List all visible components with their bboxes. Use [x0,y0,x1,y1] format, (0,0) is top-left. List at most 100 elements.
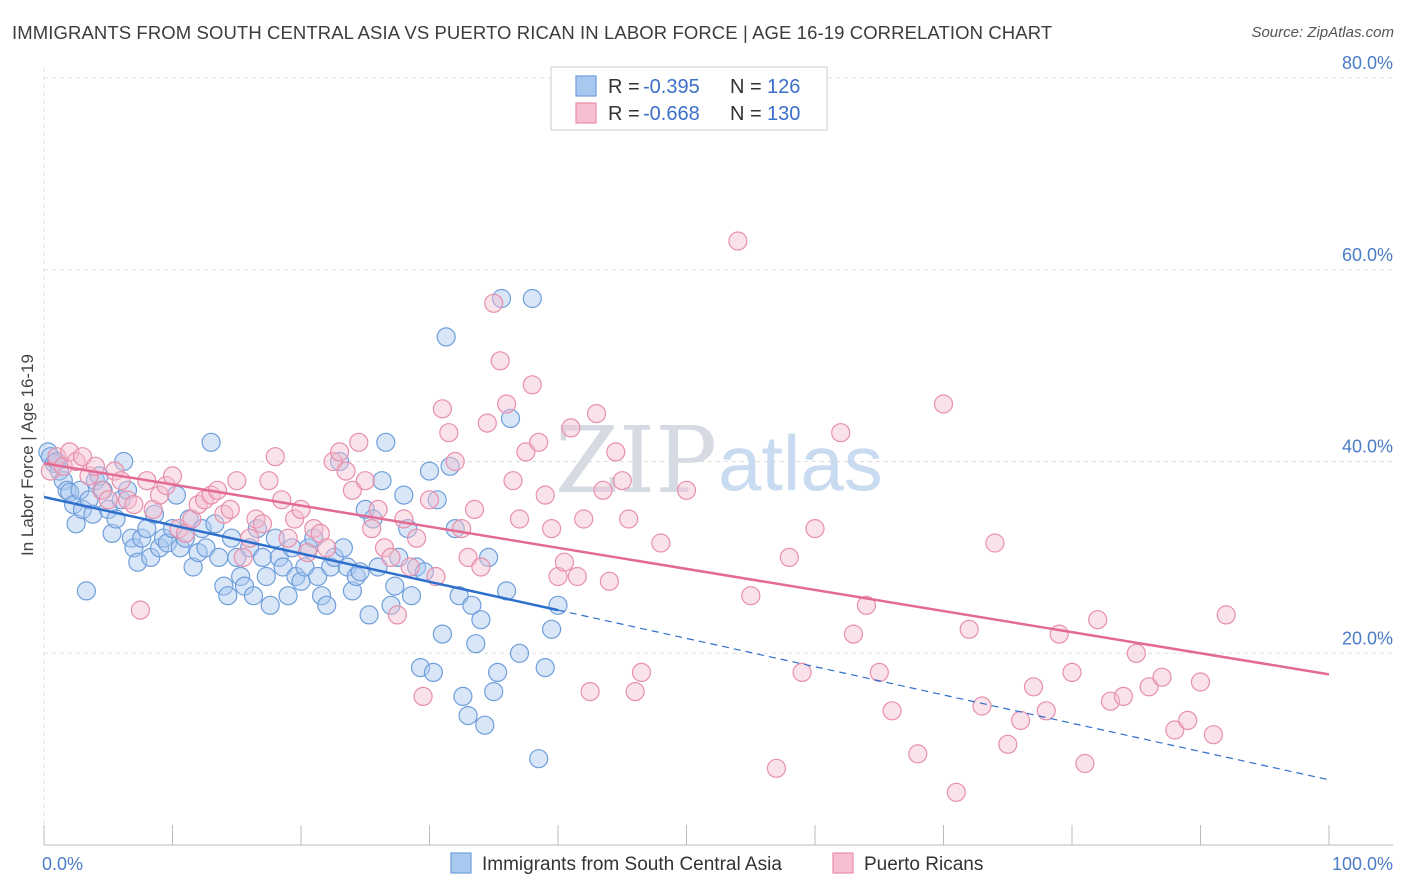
pink-point-87 [599,571,620,591]
blue-point-25 [124,538,144,558]
y-tick-label-20: 20.0% [1342,628,1393,648]
pink-point-119 [1088,610,1108,630]
pink-point-123 [1139,677,1159,697]
pink-point-98 [779,547,799,568]
pink-point-103 [856,595,877,615]
pink-point-70 [490,351,510,371]
blue-point-76 [342,581,362,601]
blue-point-80 [359,605,379,625]
pink-point-56 [400,557,420,577]
pink-point-48 [349,432,369,452]
blue-trend-line [43,495,559,612]
pink-point-109 [959,619,979,639]
pink-point-92 [631,662,652,683]
blue-point-55 [252,547,273,568]
blue-point-45 [209,547,229,568]
pink-point-102 [843,624,864,644]
pink-point-16 [143,499,163,519]
pink-point-73 [509,509,530,529]
blue-point-47 [218,586,238,606]
blue-point-107 [475,715,495,735]
pink-point-99 [792,662,812,683]
pink-point-51 [368,499,388,519]
blue-point-102 [453,686,473,707]
blue-point-106 [471,610,491,630]
legend-n-label-blue: N = [730,76,762,98]
pink-point-50 [362,518,382,539]
blue-point-85 [381,595,401,615]
blue-point-42 [196,538,216,558]
trend-lines [43,462,1330,781]
blue-point-68 [308,566,328,587]
pink-point-5 [72,447,93,467]
pink-point-101 [831,423,851,443]
blue-point-12 [76,581,97,601]
pink-point-124 [1152,667,1172,687]
blue-point-53 [243,586,264,606]
pink-point-29 [227,471,247,491]
pink-point-53 [381,547,401,568]
pink-point-129 [1216,605,1236,625]
pink-point-38 [285,509,305,529]
pink-point-47 [342,480,362,500]
pink-point-100 [805,518,825,539]
pink-point-64 [452,518,472,539]
blue-point-9 [66,514,86,534]
pink-point-13 [124,495,144,515]
pink-point-58 [413,686,433,707]
pink-point-46 [336,461,356,481]
blue-point-65 [295,557,315,577]
pink-point-106 [908,744,928,764]
pink-point-128 [1203,725,1224,745]
pink-point-95 [728,231,748,251]
pink-point-112 [998,734,1018,754]
pink-point-62 [439,423,459,443]
pink-point-69 [484,293,504,313]
y-tick-label-40: 40.0% [1342,437,1393,457]
blue-point-110 [488,662,508,683]
pink-point-55 [394,509,414,529]
blue-point-84 [376,432,396,452]
pink-point-57 [407,528,427,548]
pink-point-30 [233,547,253,568]
blue-trend-extension [557,609,1330,781]
blue-point-13 [79,490,99,510]
axes [43,825,1393,846]
pink-point-107 [933,394,954,414]
pink-point-43 [317,538,337,558]
legend-r-value-blue: -0.395 [643,76,700,98]
blue-point-116 [529,749,549,769]
pink-point-127 [1190,672,1211,692]
source-label: Source: ZipAtlas.com [1251,24,1394,41]
pink-point-28 [220,499,240,519]
pink-point-83 [574,509,594,529]
blue-point-88 [394,485,414,505]
blue-point-71 [321,557,341,577]
blue-point-61 [278,586,298,606]
pink-point-45 [330,442,350,462]
pink-point-35 [265,447,285,467]
blue-point-108 [479,547,499,568]
series-pink-points [40,231,1236,802]
blue-point-36 [170,538,190,558]
pink-point-54 [387,605,407,625]
y-tick-labels: 20.0% 40.0% 60.0% 80.0% [1342,53,1393,648]
pink-point-42 [310,523,330,544]
pink-point-36 [272,490,292,510]
pink-point-84 [580,681,600,702]
pink-point-72 [503,471,523,491]
pink-point-79 [548,566,568,587]
pink-point-82 [567,566,587,587]
blue-point-96 [427,490,447,510]
pink-point-89 [612,471,632,491]
pink-point-121 [1113,686,1134,707]
pink-point-66 [464,499,485,519]
pink-point-90 [619,509,639,529]
blue-point-73 [330,451,350,472]
pink-point-39 [291,499,311,519]
blue-point-43 [201,432,221,452]
legend-swatch-blue [575,75,597,97]
watermark-atlas: atlas [718,419,883,507]
pink-trend-line [43,462,1330,676]
blue-point-57 [260,595,280,615]
